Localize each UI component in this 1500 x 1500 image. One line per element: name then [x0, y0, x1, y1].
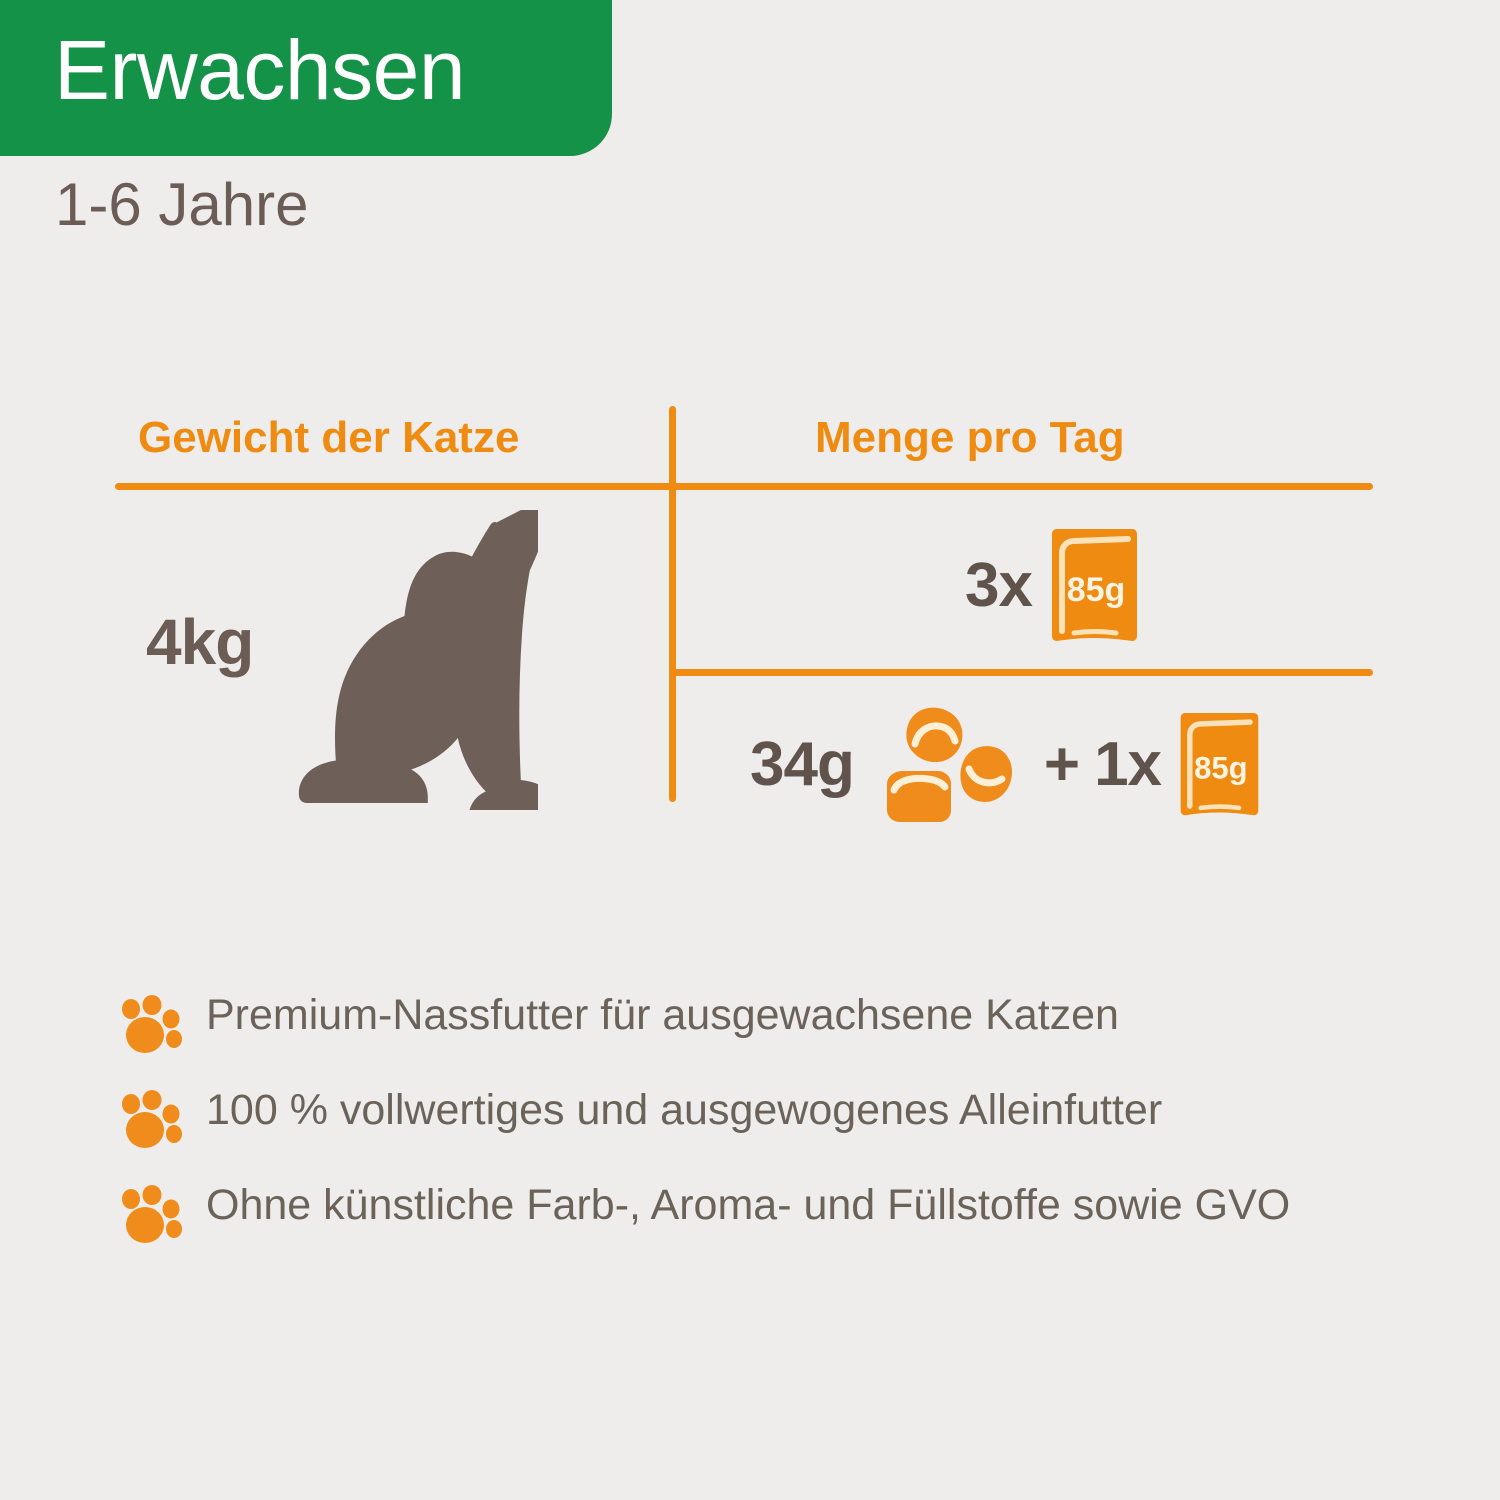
table-rule-vertical	[669, 406, 676, 802]
food-chunks-icon	[876, 701, 1026, 829]
pouch-count-1: 3x	[965, 550, 1033, 620]
plus-operator: +	[1043, 730, 1081, 799]
list-item: Ohne künstliche Farb-, Aroma- und Füllst…	[118, 1178, 1438, 1246]
pouch-count-2: 1x	[1094, 730, 1162, 799]
pouch-weight-label-1: 85g	[1067, 571, 1126, 609]
feeding-option-row-2: 34g + 1x 85g	[750, 700, 1261, 830]
list-item: Premium-Nassfutter für ausgewachsene Kat…	[118, 988, 1438, 1056]
life-stage-label: Erwachsen	[54, 23, 466, 117]
table-rule-middle	[672, 669, 1373, 676]
feeding-option-row-1: 3x 85g	[965, 528, 1140, 643]
dry-amount-value: 34g	[750, 730, 855, 799]
cat-weight-value: 4kg	[146, 606, 254, 678]
paw-icon	[118, 1184, 184, 1246]
benefit-text: 100 % vollwertiges und ausgewogenes Alle…	[206, 1086, 1163, 1134]
list-item: 100 % vollwertiges und ausgewogenes Alle…	[118, 1083, 1438, 1151]
pouch-icon-2: 85g	[1177, 711, 1261, 819]
benefits-list: Premium-Nassfutter für ausgewachsene Kat…	[118, 988, 1438, 1273]
pouch-icon-1: 85g	[1048, 527, 1140, 645]
age-range-label: 1-6 Jahre	[55, 171, 309, 238]
paw-icon	[118, 1089, 184, 1151]
benefit-text: Ohne künstliche Farb-, Aroma- und Füllst…	[206, 1181, 1291, 1229]
column-header-weight: Gewicht der Katze	[138, 413, 520, 462]
column-header-amount: Menge pro Tag	[815, 413, 1125, 462]
paw-icon	[118, 994, 184, 1056]
life-stage-banner	[0, 0, 612, 156]
sitting-cat-silhouette-icon	[282, 497, 561, 824]
table-rule-top	[115, 483, 1373, 490]
pouch-weight-label-2: 85g	[1194, 751, 1247, 786]
benefit-text: Premium-Nassfutter für ausgewachsene Kat…	[206, 991, 1119, 1039]
